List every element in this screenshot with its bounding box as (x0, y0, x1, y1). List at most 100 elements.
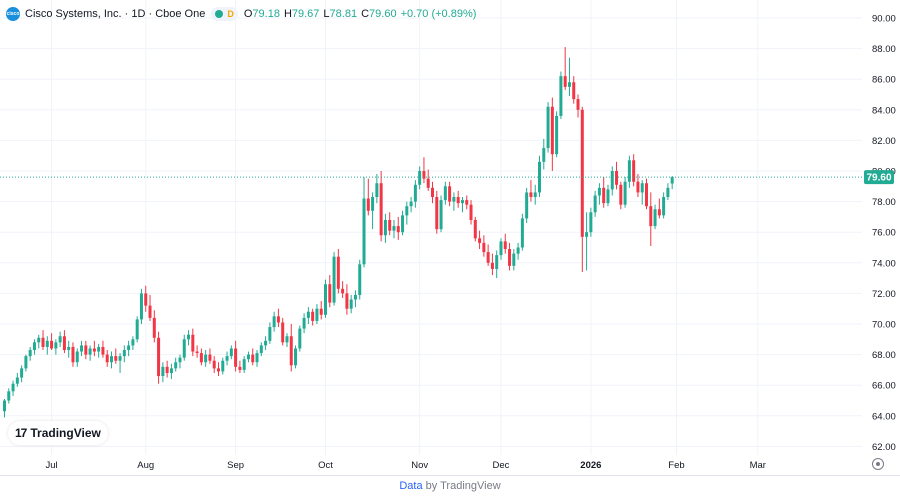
candle (165, 360, 169, 378)
candle-body (32, 342, 36, 351)
candle (152, 310, 156, 343)
candle (20, 365, 24, 383)
candle-body (456, 197, 460, 204)
candle-body (353, 294, 357, 300)
candle-body (225, 356, 229, 361)
candle (289, 324, 293, 372)
candle (281, 317, 285, 346)
candle-body (332, 256, 336, 303)
candle-body (238, 366, 242, 370)
candle (221, 357, 225, 375)
price-axis: 62.00 64.00 66.00 68.00 70.00 72.00 74.00 76.00… (872, 14, 896, 453)
candle (187, 330, 191, 346)
footer-attribution: Data by TradingView (0, 477, 900, 498)
candle (636, 174, 640, 198)
candle (516, 242, 520, 260)
candle (131, 336, 135, 351)
candle-body (289, 336, 293, 366)
candle (54, 339, 58, 355)
candle-body (84, 345, 88, 355)
candle-body (3, 400, 6, 412)
candle (623, 177, 627, 208)
candle-body (366, 198, 370, 211)
candle-body (315, 308, 319, 321)
candle-body (122, 350, 126, 357)
candle-body (139, 293, 143, 320)
candle-body (298, 328, 302, 349)
candle-body (37, 337, 41, 343)
high-value: 79.67 (291, 8, 320, 20)
candle (555, 111, 559, 158)
last-price-tag: 79.60 (864, 170, 894, 185)
candle (97, 343, 101, 358)
candle-body (640, 183, 644, 193)
candle (460, 197, 464, 213)
candle (41, 330, 45, 351)
candle-body (563, 76, 567, 87)
price-tick-label: 86.00 (872, 75, 896, 86)
candle (542, 138, 546, 170)
candle-body (97, 346, 101, 352)
market-status-pill[interactable]: D (211, 7, 238, 21)
candle-body (217, 368, 220, 372)
candle (84, 340, 88, 360)
candle (122, 345, 126, 363)
candle (144, 285, 148, 312)
candle (157, 331, 161, 384)
reset-scale-icon[interactable] (872, 458, 884, 470)
candle (58, 331, 62, 347)
candle-body (413, 184, 417, 202)
last-price-label: 79.60 (866, 173, 891, 184)
candle-body (246, 354, 250, 360)
candle (388, 212, 392, 236)
candle-body (148, 305, 152, 318)
time-tick-label: Feb (668, 460, 684, 471)
candle (662, 192, 666, 219)
candle-body (264, 340, 268, 346)
candle-body (336, 256, 340, 289)
candle (401, 210, 405, 236)
candle (311, 308, 315, 326)
candle (366, 178, 370, 216)
candle (431, 181, 434, 204)
candle-body (538, 161, 541, 193)
high-key: H (283, 8, 292, 20)
candle-body (20, 368, 24, 378)
candle (606, 184, 610, 207)
candle-body (443, 186, 447, 201)
chart-pane[interactable]: 62.00 64.00 66.00 68.00 70.00 72.00 74.00 76.00… (0, 0, 900, 476)
candle-body (508, 249, 512, 266)
candle-body (110, 356, 113, 363)
candle-body (208, 354, 212, 361)
candle (503, 233, 507, 254)
candle (45, 336, 49, 355)
candle-body (195, 351, 199, 354)
candle-body (516, 247, 520, 254)
candle (62, 330, 66, 354)
candle-body (636, 181, 640, 193)
time-tick-label: Nov (411, 460, 428, 471)
open-key: O (243, 8, 253, 20)
candle-body (324, 284, 327, 315)
candle (182, 334, 186, 361)
candle-body (362, 198, 366, 265)
candle (217, 362, 220, 377)
tradingview-watermark[interactable]: 17 TradingView (8, 421, 108, 445)
candle-body (546, 106, 550, 149)
candle (490, 253, 494, 276)
candle-body (165, 366, 169, 373)
candle (576, 94, 580, 118)
candle (469, 200, 473, 225)
data-link[interactable]: Data (399, 480, 423, 492)
candle-body (221, 360, 225, 372)
symbol-title[interactable]: Cisco Systems, Inc. · 1D · Cboe One (25, 8, 206, 20)
price-tick-label: 90.00 (872, 14, 896, 25)
candle-body (388, 219, 392, 231)
price-chart[interactable]: 62.00 64.00 66.00 68.00 70.00 72.00 74.00 76.00… (0, 0, 900, 476)
candle-body (255, 353, 259, 363)
by-tradingview-text: by TradingView (422, 480, 501, 492)
candle-body (602, 187, 606, 204)
price-tick-label: 74.00 (872, 258, 896, 269)
candle (324, 279, 327, 318)
time-tick-label: Oct (318, 460, 333, 471)
